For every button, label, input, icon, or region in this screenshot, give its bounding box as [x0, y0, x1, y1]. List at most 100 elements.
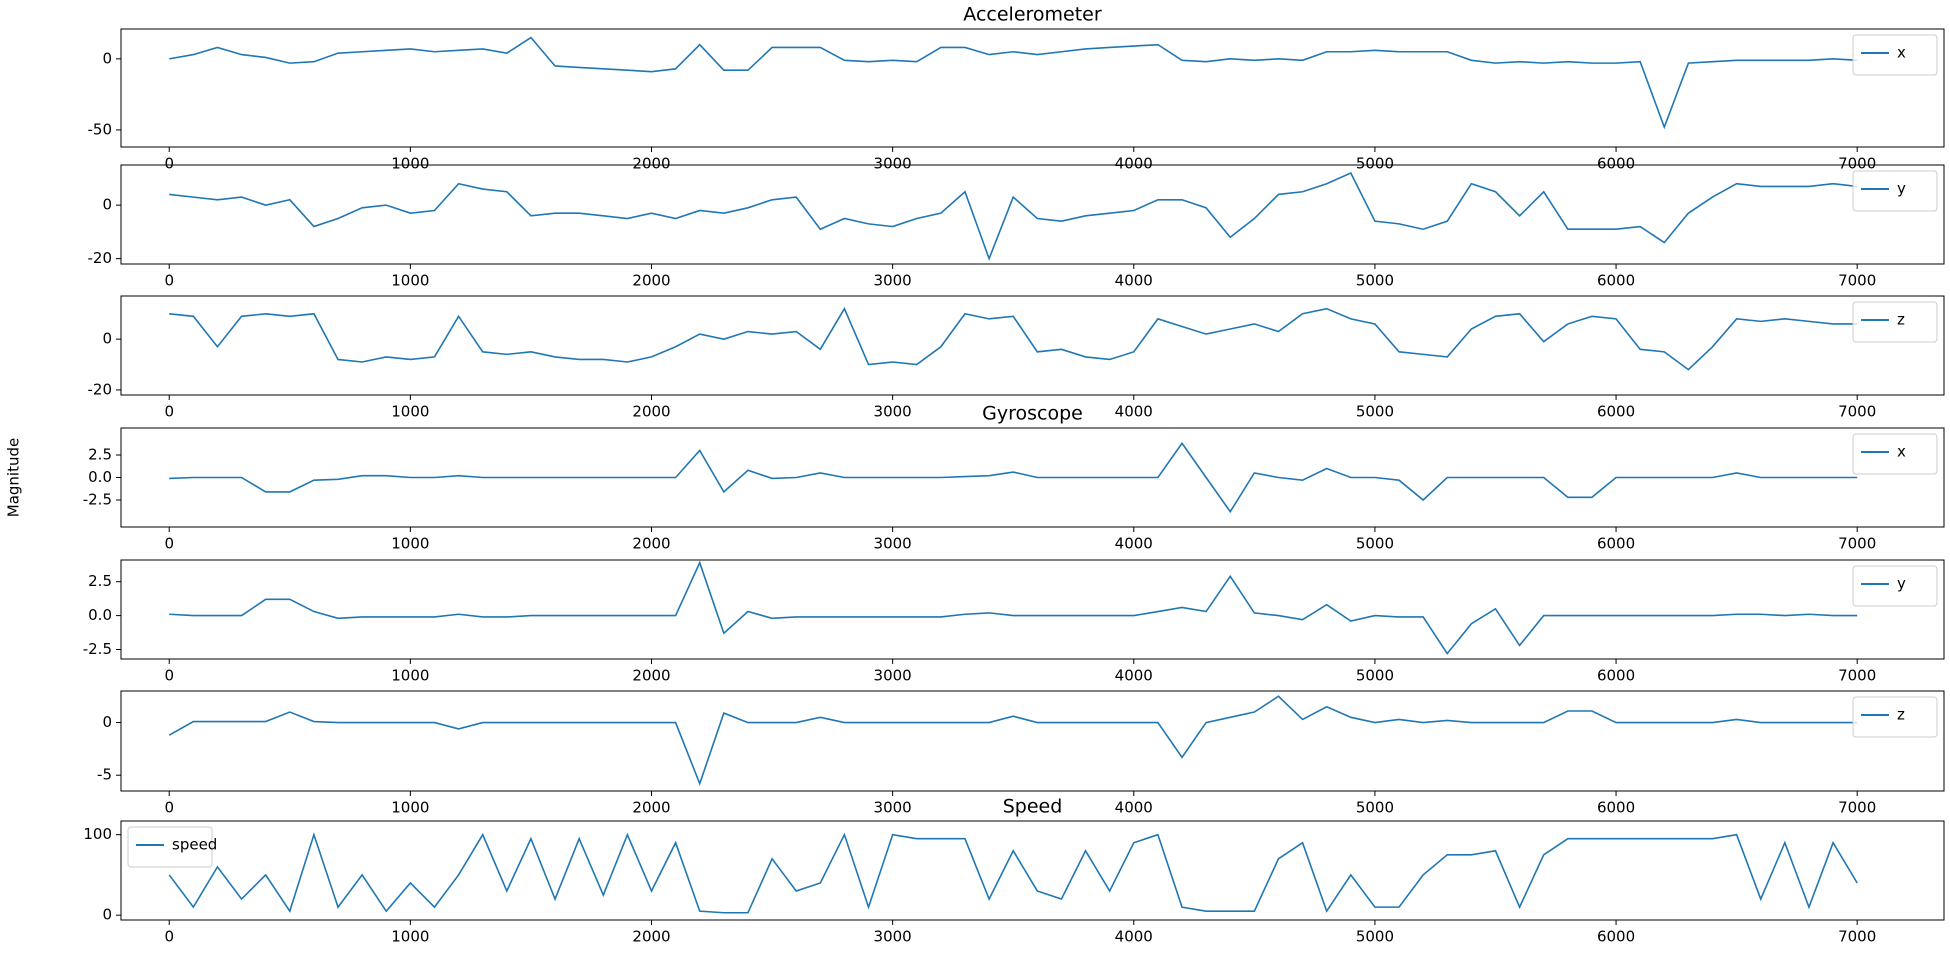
x-tick-label: 7000	[1838, 403, 1876, 421]
x-tick-label: 5000	[1356, 667, 1394, 685]
x-tick-label: 5000	[1356, 272, 1394, 290]
x-tick-label: 3000	[874, 535, 912, 553]
axes-frame	[120, 820, 1945, 921]
x-tick-label: 6000	[1597, 403, 1635, 421]
legend-label: z	[1897, 311, 1905, 329]
x-tick-label: 2000	[632, 403, 670, 421]
data-line	[169, 171, 1858, 261]
x-tick-label: 5000	[1356, 155, 1394, 173]
x-tick-label: 0	[164, 535, 174, 553]
x-tick-label: 5000	[1356, 799, 1394, 817]
x-tick-label: 3000	[874, 667, 912, 685]
axes-frame	[120, 559, 1945, 660]
x-tick-label: 6000	[1597, 928, 1635, 946]
x-tick-label: 2000	[632, 155, 670, 173]
x-tick-label: 5000	[1356, 403, 1394, 421]
x-tick-label: 5000	[1356, 535, 1394, 553]
y-tick-label: 2.5	[88, 572, 112, 590]
data-line	[168, 832, 1858, 914]
x-tick-label: 7000	[1838, 155, 1876, 173]
x-tick-label: 4000	[1115, 403, 1153, 421]
x-tick-label: 3000	[874, 403, 912, 421]
x-tick-label: 2000	[632, 667, 670, 685]
x-tick-label: 6000	[1597, 667, 1635, 685]
data-line	[169, 36, 1858, 130]
axes-frame	[120, 164, 1945, 265]
panel-title: Gyroscope	[982, 403, 1083, 425]
legend-box	[1852, 170, 1938, 212]
x-tick-label: 7000	[1838, 535, 1876, 553]
legend-label: speed	[172, 836, 217, 854]
x-tick-label: 0	[164, 799, 174, 817]
x-tick-label: 1000	[391, 403, 429, 421]
x-tick-label: 7000	[1838, 272, 1876, 290]
x-tick-label: 6000	[1597, 535, 1635, 553]
x-tick-label: 5000	[1356, 928, 1394, 946]
y-tick-label: -2.5	[83, 640, 112, 658]
y-axis-label: Magnitude	[5, 438, 23, 517]
x-tick-label: 6000	[1597, 272, 1635, 290]
legend-box	[1852, 696, 1938, 738]
data-line	[169, 306, 1858, 371]
axes-frame	[120, 690, 1945, 792]
x-tick-label: 3000	[874, 155, 912, 173]
x-tick-label: 7000	[1838, 667, 1876, 685]
x-tick-label: 6000	[1597, 155, 1635, 173]
x-tick-label: 2000	[632, 272, 670, 290]
x-tick-label: 0	[164, 155, 174, 173]
x-tick-label: 2000	[632, 799, 670, 817]
x-tick-label: 0	[164, 403, 174, 421]
x-tick-label: 4000	[1115, 667, 1153, 685]
x-tick-label: 4000	[1115, 535, 1153, 553]
y-tick-label: -2.5	[83, 491, 112, 509]
x-tick-label: 1000	[391, 799, 429, 817]
panel-title: Accelerometer	[963, 4, 1102, 26]
y-tick-label: 100	[83, 825, 112, 843]
x-tick-label: 0	[164, 667, 174, 685]
panel-title: Speed	[1003, 796, 1063, 818]
data-line	[169, 441, 1858, 514]
x-tick-label: 4000	[1115, 799, 1153, 817]
y-tick-label: -20	[88, 249, 113, 267]
y-tick-label: 0	[102, 330, 112, 348]
legend-box	[127, 826, 213, 868]
legend-label: x	[1897, 443, 1906, 461]
data-line	[169, 560, 1858, 655]
legend-label: x	[1897, 44, 1906, 62]
x-tick-label: 6000	[1597, 799, 1635, 817]
x-tick-label: 3000	[874, 272, 912, 290]
axes-frame	[120, 427, 1945, 528]
x-tick-label: 4000	[1115, 272, 1153, 290]
y-tick-label: 0.0	[88, 606, 112, 624]
y-tick-label: 2.5	[88, 446, 112, 464]
legend-box	[1852, 301, 1938, 343]
y-tick-label: -20	[88, 380, 113, 398]
x-tick-label: 4000	[1115, 155, 1153, 173]
y-tick-label: -5	[97, 766, 112, 784]
x-tick-label: 2000	[632, 928, 670, 946]
x-tick-label: 1000	[391, 155, 429, 173]
y-tick-label: -50	[88, 120, 113, 138]
y-tick-label: 0	[102, 196, 112, 214]
axes-frame	[120, 28, 1945, 148]
x-tick-label: 3000	[874, 928, 912, 946]
y-tick-label: 0	[102, 49, 112, 67]
y-tick-label: 0	[102, 906, 112, 924]
legend-box	[1852, 565, 1938, 607]
legend-box	[1852, 34, 1938, 76]
x-tick-label: 3000	[874, 799, 912, 817]
y-tick-label: 0.0	[88, 468, 112, 486]
data-line	[168, 695, 1858, 786]
x-tick-label: 0	[164, 928, 174, 946]
axes-frame	[120, 295, 1945, 396]
legend-label: z	[1897, 706, 1905, 724]
legend-label: y	[1897, 575, 1906, 593]
x-tick-label: 7000	[1838, 799, 1876, 817]
x-tick-label: 4000	[1115, 928, 1153, 946]
x-tick-label: 2000	[632, 535, 670, 553]
y-tick-label: 0	[102, 713, 112, 731]
x-tick-label: 7000	[1838, 928, 1876, 946]
x-tick-label: 0	[164, 272, 174, 290]
x-tick-label: 1000	[391, 535, 429, 553]
